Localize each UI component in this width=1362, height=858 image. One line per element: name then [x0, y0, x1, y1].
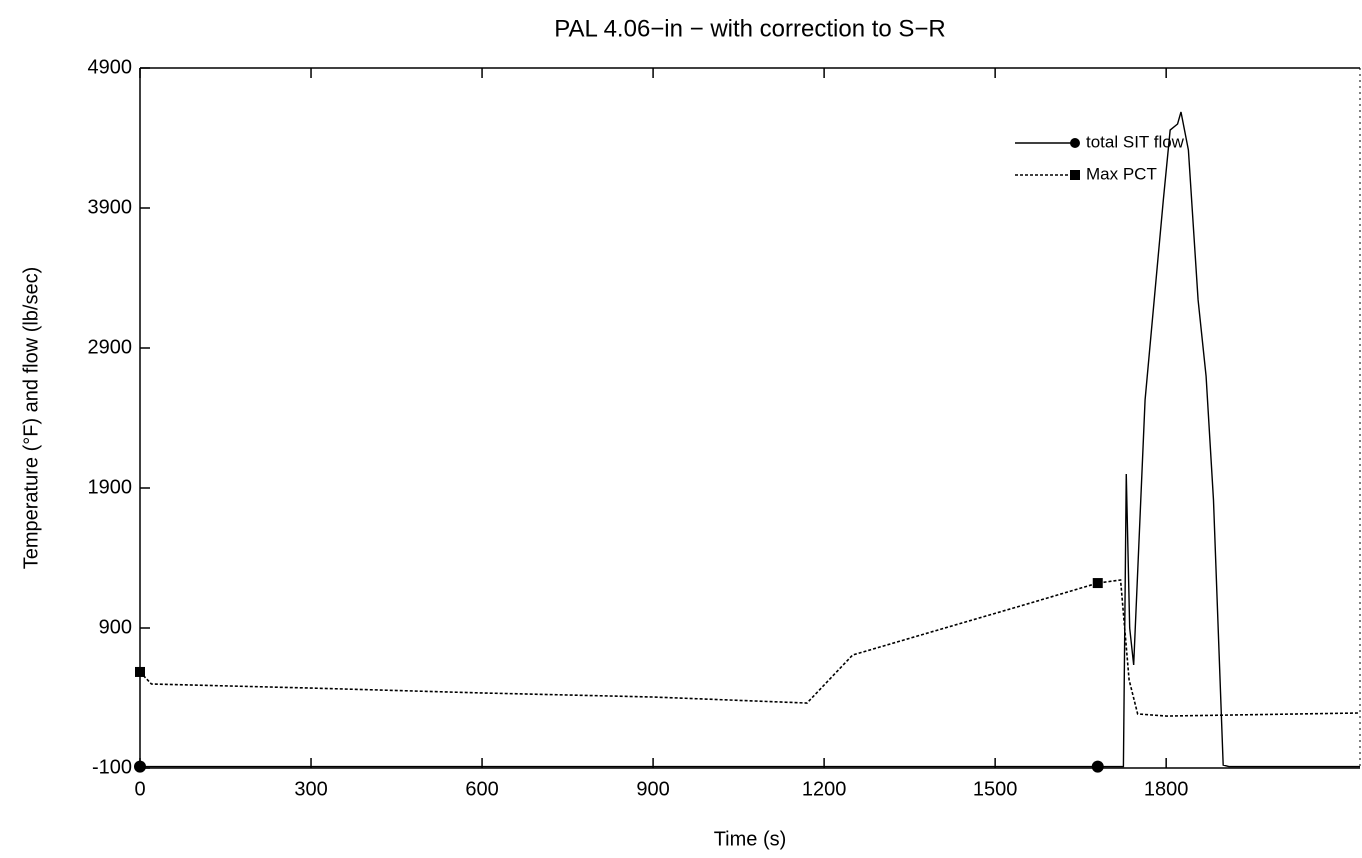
marker [135, 666, 145, 677]
x-tick-label: 1200 [802, 778, 847, 800]
y-tick-label: 2900 [88, 336, 133, 358]
chart-title: PAL 4.06−in − with correction to S−R [554, 15, 946, 42]
y-tick-label: -100 [92, 756, 132, 778]
y-axis-label: Temperature (°F) and flow (lb/sec) [20, 267, 42, 570]
legend-label: Max PCT [1086, 164, 1157, 183]
y-tick-label: 3900 [88, 196, 133, 218]
y-tick-label: 1900 [88, 476, 133, 498]
series-line [139, 579, 1361, 717]
y-tick-label: 4900 [88, 56, 133, 78]
marker [134, 760, 146, 773]
x-tick-label: 1800 [1144, 778, 1189, 800]
y-tick-label: 900 [99, 616, 132, 638]
series-line [140, 111, 1360, 768]
legend-marker [1070, 138, 1080, 148]
legend-label: total SIT flow [1086, 132, 1185, 151]
x-tick-label: 300 [294, 778, 327, 800]
x-tick-label: 900 [636, 778, 669, 800]
x-tick-label: 1500 [973, 778, 1018, 800]
x-axis-label: Time (s) [714, 828, 787, 850]
x-tick-label: 0 [134, 778, 145, 800]
marker [1091, 760, 1104, 773]
x-tick-label: 600 [465, 778, 498, 800]
marker [1092, 578, 1103, 589]
legend-marker [1070, 170, 1080, 180]
